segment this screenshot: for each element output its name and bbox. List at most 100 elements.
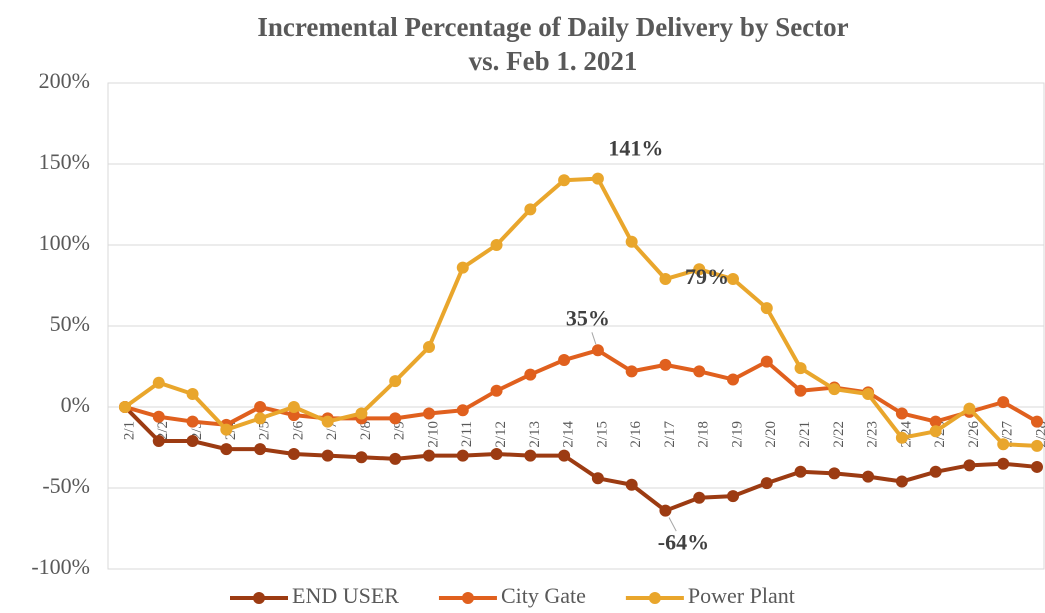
data-point bbox=[895, 407, 908, 420]
x-tick-label: 2/16 bbox=[628, 421, 644, 448]
data-point bbox=[558, 449, 571, 462]
x-tick-label: 2/6 bbox=[290, 421, 306, 441]
x-tick-label: 2/12 bbox=[493, 421, 509, 448]
data-point bbox=[828, 383, 841, 396]
y-tick-label: -50% bbox=[42, 473, 90, 498]
data-point bbox=[287, 447, 300, 460]
data-point bbox=[794, 362, 807, 375]
data-point bbox=[1031, 439, 1043, 452]
data-point bbox=[186, 435, 199, 448]
data-point bbox=[152, 435, 165, 448]
data-point bbox=[591, 172, 604, 185]
x-tick-label: 2/14 bbox=[561, 421, 577, 448]
x-tick-label: 2/17 bbox=[662, 421, 678, 448]
data-point bbox=[963, 459, 976, 472]
data-point bbox=[659, 504, 672, 517]
data-point bbox=[1031, 460, 1043, 473]
legend-label: City Gate bbox=[501, 583, 586, 608]
data-point bbox=[727, 373, 739, 386]
data-point bbox=[186, 415, 199, 428]
data-point bbox=[591, 472, 604, 485]
data-point bbox=[254, 412, 267, 425]
data-point bbox=[862, 388, 875, 401]
data-point bbox=[254, 401, 267, 413]
data-point bbox=[355, 451, 368, 464]
data-point bbox=[287, 401, 300, 413]
x-tick-label: 2/9 bbox=[392, 421, 408, 440]
data-point bbox=[152, 376, 165, 389]
data-label: -64% bbox=[658, 530, 709, 555]
data-point bbox=[997, 396, 1010, 409]
data-point bbox=[355, 407, 368, 420]
data-point bbox=[321, 415, 334, 428]
x-tick-label: 2/8 bbox=[358, 421, 374, 440]
leader-line bbox=[668, 517, 677, 532]
data-point bbox=[591, 344, 604, 357]
data-point bbox=[659, 273, 672, 286]
data-point bbox=[895, 475, 908, 488]
legend-label: END USER bbox=[292, 583, 399, 608]
data-point bbox=[760, 302, 773, 315]
data-point bbox=[186, 388, 199, 401]
data-point bbox=[490, 384, 503, 397]
legend-swatch bbox=[648, 592, 661, 604]
data-label: 35% bbox=[566, 305, 610, 330]
x-tick-label: 2/20 bbox=[763, 421, 779, 448]
y-tick-label: 100% bbox=[39, 230, 90, 255]
data-point bbox=[456, 449, 469, 462]
data-point bbox=[389, 375, 402, 388]
data-point bbox=[625, 365, 638, 378]
data-point bbox=[625, 235, 638, 248]
legend-label: Power Plant bbox=[688, 583, 795, 608]
x-tick-label: 2/10 bbox=[425, 421, 441, 448]
y-tick-label: 150% bbox=[39, 149, 90, 174]
data-point bbox=[423, 341, 435, 354]
chart-title: Incremental Percentage of Daily Delivery… bbox=[257, 12, 848, 42]
data-point bbox=[389, 452, 402, 465]
data-point bbox=[524, 203, 537, 216]
x-tick-label: 2/5 bbox=[257, 421, 273, 440]
x-tick-label: 2/23 bbox=[865, 421, 881, 448]
data-point bbox=[963, 402, 976, 415]
data-label: 79% bbox=[685, 264, 729, 289]
data-point bbox=[456, 261, 469, 274]
data-point bbox=[524, 368, 537, 381]
legend-swatch bbox=[461, 592, 474, 604]
data-point bbox=[929, 415, 942, 428]
data-point bbox=[929, 425, 942, 438]
data-point bbox=[423, 449, 435, 462]
x-tick-label: 2/15 bbox=[594, 421, 610, 448]
data-point bbox=[794, 384, 807, 397]
data-point bbox=[321, 449, 334, 462]
data-point bbox=[727, 490, 739, 503]
data-point bbox=[693, 263, 706, 276]
data-point bbox=[220, 423, 233, 436]
data-point bbox=[693, 491, 706, 504]
data-point bbox=[423, 407, 435, 420]
data-point bbox=[119, 401, 131, 413]
data-point bbox=[693, 365, 706, 378]
series-line bbox=[123, 405, 1038, 513]
x-tick-label: 2/28 bbox=[1033, 421, 1045, 448]
series-line bbox=[123, 176, 1038, 448]
data-point bbox=[659, 358, 672, 371]
data-point bbox=[558, 174, 571, 187]
y-tick-label: 200% bbox=[39, 68, 90, 93]
x-tick-label: 2/22 bbox=[831, 421, 847, 448]
data-point bbox=[558, 354, 571, 367]
y-tick-label: 50% bbox=[50, 311, 90, 336]
data-point bbox=[524, 449, 537, 462]
data-point bbox=[997, 457, 1010, 470]
data-point bbox=[625, 478, 638, 491]
data-point bbox=[490, 239, 503, 251]
x-tick-label: 2/1 bbox=[121, 421, 137, 440]
x-tick-label: 2/11 bbox=[459, 421, 475, 447]
data-point bbox=[794, 465, 807, 478]
data-point bbox=[152, 410, 165, 423]
data-point bbox=[490, 447, 503, 460]
x-tick-label: 2/13 bbox=[527, 421, 543, 448]
data-point bbox=[254, 443, 267, 456]
y-tick-label: 0% bbox=[61, 392, 90, 417]
data-point bbox=[760, 477, 773, 490]
